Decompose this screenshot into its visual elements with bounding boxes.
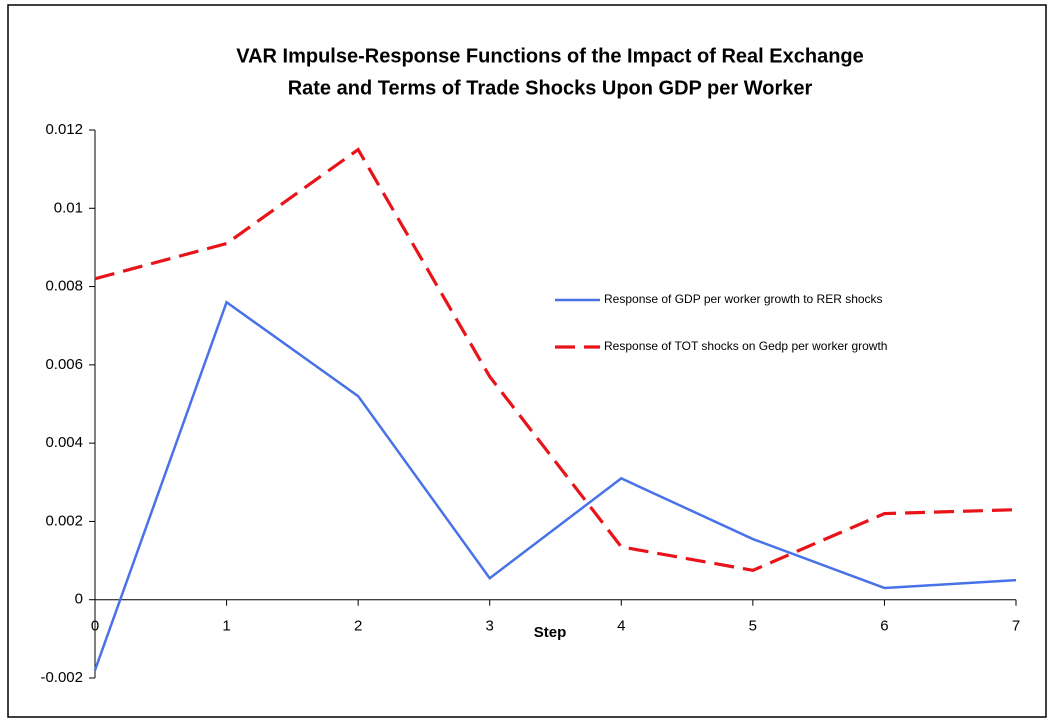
x-tick-label: 6 bbox=[880, 618, 888, 635]
y-tick-label: -0.002 bbox=[40, 669, 83, 686]
y-tick-label: 0.002 bbox=[45, 512, 83, 529]
series-line bbox=[94, 147, 1017, 573]
series-line bbox=[93, 300, 1017, 671]
x-tick-label: 7 bbox=[1012, 618, 1020, 635]
x-tick-label: 1 bbox=[222, 618, 230, 635]
y-tick-label: 0.004 bbox=[45, 434, 83, 451]
y-tick-label: 0.012 bbox=[45, 121, 83, 138]
x-axis-title: Step bbox=[534, 624, 567, 641]
chart-frame bbox=[7, 4, 1047, 718]
chart-title: VAR Impulse-Response Functions of the Im… bbox=[236, 45, 864, 67]
chart-title: Rate and Terms of Trade Shocks Upon GDP … bbox=[288, 77, 813, 99]
x-tick-label: 4 bbox=[617, 618, 625, 635]
y-tick-label: 0.008 bbox=[45, 278, 83, 295]
y-tick-label: 0.01 bbox=[54, 199, 83, 216]
legend-label: Response of TOT shocks on Gedp per worke… bbox=[604, 339, 887, 353]
y-tick-label: 0.006 bbox=[45, 356, 83, 373]
legend-label: Response of GDP per worker growth to RER… bbox=[604, 292, 883, 306]
y-tick-label: 0 bbox=[75, 591, 83, 608]
x-tick-label: 2 bbox=[354, 618, 362, 635]
x-tick-label: 5 bbox=[749, 618, 757, 635]
x-tick-label: 3 bbox=[486, 618, 494, 635]
x-tick-label: 0 bbox=[91, 618, 99, 635]
